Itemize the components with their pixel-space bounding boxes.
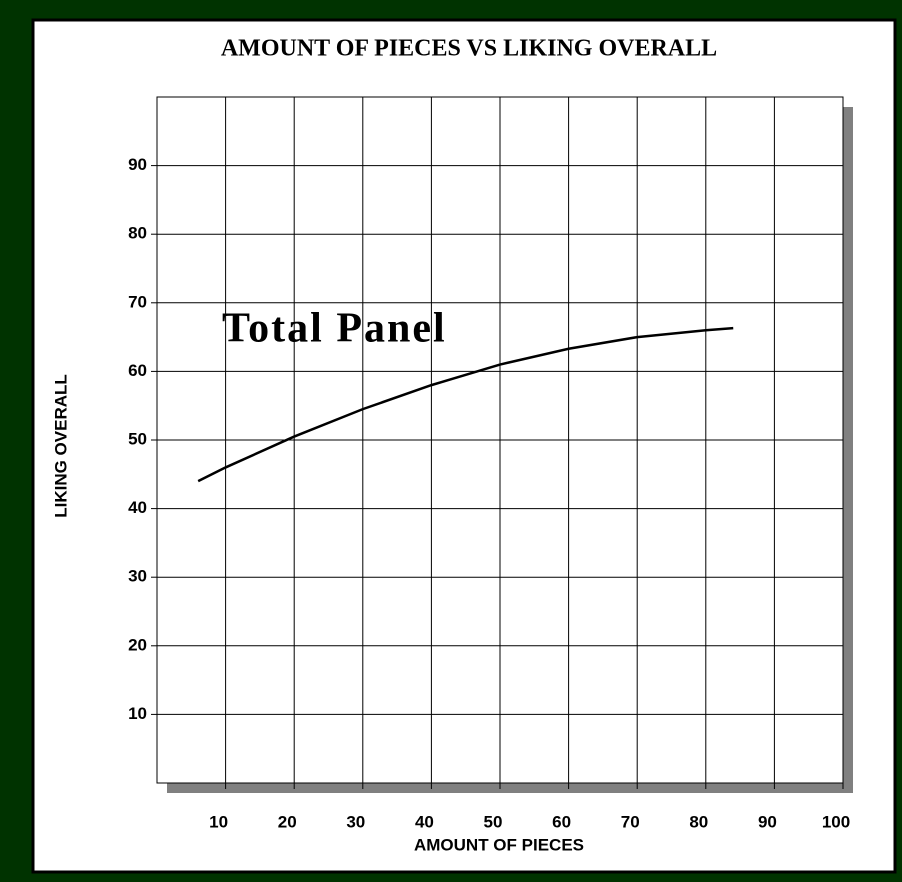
x-tick-label: 30 (346, 812, 365, 831)
x-axis-label: AMOUNT OF PIECES (414, 835, 584, 854)
x-tick-label: 20 (278, 812, 297, 831)
line (197, 326, 734, 483)
y-tick-label: 90 (128, 155, 147, 174)
x-tick-label: 10 (209, 812, 228, 831)
y-tick-label: 30 (128, 567, 147, 586)
y-axis-label: LIKING OVERALL (51, 374, 70, 518)
chart-title: AMOUNT OF PIECES VS LIKING OVERALL (221, 36, 717, 62)
annotation: Total Panel (222, 306, 447, 352)
y-tick-label: 70 (128, 292, 147, 311)
y-tick-label: 10 (128, 704, 147, 723)
y-tick-label: 50 (128, 429, 147, 448)
x-tick-label: 50 (484, 812, 503, 831)
x-tick-label: 40 (415, 812, 434, 831)
x-tick-label: 80 (689, 812, 708, 831)
x-tick-label: 60 (552, 812, 571, 831)
x-tick-label: 90 (758, 812, 777, 831)
x-tick-label: 100 (822, 812, 850, 831)
y-tick-label: 60 (128, 361, 147, 380)
y-tick-label: 20 (128, 635, 147, 654)
x-tick-label: 70 (621, 812, 640, 831)
y-tick-label: 80 (128, 224, 147, 243)
y-tick-label: 40 (128, 498, 147, 517)
